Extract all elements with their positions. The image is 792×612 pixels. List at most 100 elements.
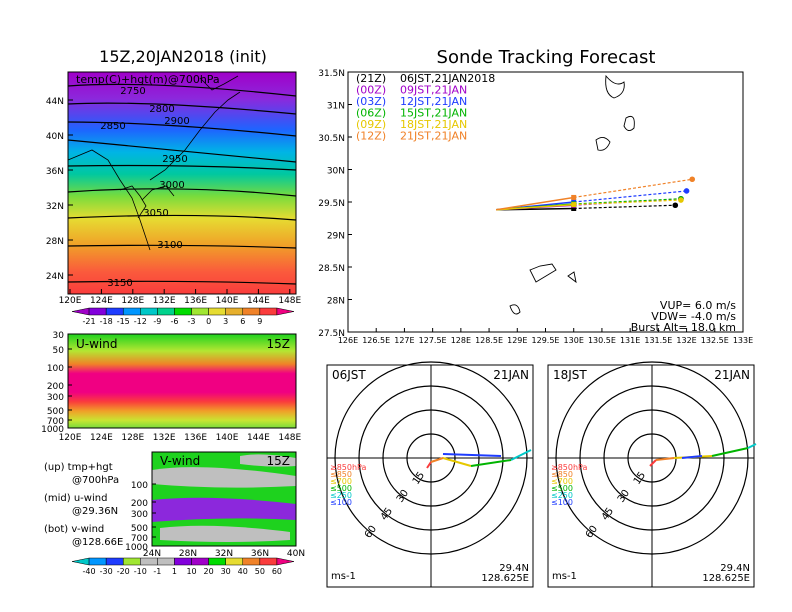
contour-label-2950: 2950 [162, 154, 187, 165]
tracking-lat-tick: 27.5N [318, 329, 345, 339]
uwind-lon-ticks: 120E 124E 128E 132E 136E 140E 144E 148E [59, 433, 302, 443]
track-endpoint [672, 202, 679, 209]
map-lon-tick: 144E [247, 296, 270, 306]
wind-colorbar-swatch [71, 557, 90, 566]
tracking-lon-ticks: 126E 126.5E 127E 127.5E 128E 128.5E 129E 129.5E… [338, 328, 753, 345]
hodo-trace [430, 457, 444, 463]
temp-colorbar-label: -12 [134, 317, 147, 326]
temp-colorbar-label: -6 [170, 317, 178, 326]
vwind-p-tick: 300 [131, 510, 148, 520]
map-lat-tick: 36N [46, 167, 64, 177]
hodo-level-label: ≤500 [330, 484, 352, 493]
tracking-lon-tick: 127.5E [419, 336, 447, 345]
wind-colorbar-swatch [242, 557, 261, 566]
wind-colorbar-label: 30 [221, 567, 231, 576]
legend-time: 21JST,21JAN [400, 130, 467, 143]
tracking-lon-tick: 128E [451, 336, 471, 345]
tracking-lon-tick: 126.5E [362, 336, 390, 345]
track-midpoint [571, 202, 577, 208]
legend-code: (09Z) [356, 118, 386, 131]
uwind-p-tick: 100 [47, 364, 64, 374]
wind-colorbar-swatch [174, 557, 192, 566]
uwind-title: U-wind [76, 337, 117, 351]
hodo-trace [649, 459, 657, 467]
track-endpoint [683, 188, 690, 194]
track-midpoint [571, 194, 577, 200]
hodo-time: 18JST [553, 368, 587, 382]
tracking-lat-tick: 30N [327, 167, 345, 177]
temp-colorbar: -21 -18 -15 -12 -9 -6 -3 0 3 6 9 [71, 307, 295, 326]
hodo-unit: ms-1 [552, 571, 577, 582]
legend-code: (06Z) [356, 107, 386, 120]
vwind-title: V-wind [160, 454, 200, 468]
tracking-lon-tick: 130.5E [588, 336, 616, 345]
vup-text: VUP= 6.0 m/s [660, 299, 736, 312]
hodo-unit: ms-1 [331, 571, 356, 582]
tracking-lon-tick: 131E [620, 336, 640, 345]
temp-colorbar-label: 0 [206, 317, 211, 326]
temp-colorbar-swatch [140, 307, 158, 316]
temp-colorbar-label: 6 [240, 317, 245, 326]
tracking-lon-tick: 128.5E [475, 336, 503, 345]
tracking-lat-tick: 29.5N [318, 199, 345, 209]
track-series [496, 176, 696, 211]
hodo-trace [470, 459, 512, 467]
temp-colorbar-swatch [225, 307, 244, 316]
track-line-solid [496, 196, 574, 211]
temp-colorbar-label: 9 [257, 317, 262, 326]
tracking-lat-tick: 30.5N [318, 134, 345, 144]
vwind-lat-tick: 24N [143, 549, 161, 559]
uwind-p-tick: 30 [53, 331, 65, 341]
note-bot-2: @128.66E [72, 537, 123, 548]
hodo-trace [711, 447, 749, 457]
contour-label-2850: 2850 [100, 121, 125, 132]
temp-colorbar-swatch [242, 307, 261, 316]
temp-colorbar-label: -3 [188, 317, 196, 326]
map-lat-tick: 28N [46, 237, 64, 247]
temp-colorbar-swatch [88, 307, 107, 316]
uwind-lon-tick: 136E [184, 433, 207, 443]
map-lon-tick: 120E [59, 296, 82, 306]
legend-time: 15JST,21JAN [400, 107, 467, 120]
note-up-2: @700hPa [72, 475, 119, 486]
vwind-lat-tick: 40N [287, 549, 305, 559]
tracking-lat-ticks: 31.5N 31N 30.5N 30N 29.5N 29N 28.5N 28N 27.5N [318, 69, 352, 339]
legend-time: 09JST,21JAN [400, 84, 467, 97]
temp-colorbar-swatch [174, 307, 192, 316]
uwind-lon-tick: 132E [153, 433, 176, 443]
temp-colorbar-swatch [208, 307, 226, 316]
hodo-trace [747, 443, 757, 449]
tracking-land [509, 74, 635, 315]
uwind-p-tick: 50 [53, 346, 65, 356]
tracking-lon-tick: 132E [676, 336, 696, 345]
hodo-level-label: ≤850 [551, 470, 573, 479]
temp-colorbar-swatch [259, 307, 278, 316]
tracking-lat-tick: 28.5N [318, 264, 345, 274]
contour-label-2800: 2800 [149, 104, 174, 115]
vwind-p-tick: 100 [131, 481, 148, 491]
hodo-level-label: ≤250 [330, 491, 352, 500]
temp-colorbar-label: -18 [100, 317, 113, 326]
legend-time: 06JST,21JAN2018 [400, 72, 495, 85]
temp-colorbar-label: -21 [83, 317, 96, 326]
map-lon-tick: 128E [121, 296, 144, 306]
hodo-level-label: ≤100 [551, 498, 573, 507]
vwind-p-tick: 500 [131, 524, 148, 534]
wind-colorbar-swatch [157, 557, 175, 566]
hodo-trace [655, 457, 675, 461]
tracking-lat-tick: 31.5N [318, 69, 345, 79]
tracking-lat-tick: 29N [327, 232, 345, 242]
map-lon-tick: 148E [278, 296, 301, 306]
uwind-p-tick: 500 [47, 407, 64, 417]
map-lon-tick: 124E [90, 296, 113, 306]
hodo-trace [510, 449, 532, 461]
map-land [67, 75, 241, 251]
uwind-p-tick: 1000 [41, 425, 64, 435]
wind-colorbar-label: 1 [172, 567, 177, 576]
wind-colorbar-swatch [105, 557, 124, 566]
tracking-title: Sonde Tracking Forecast [437, 47, 656, 68]
contour-label-3050: 3050 [143, 208, 168, 219]
